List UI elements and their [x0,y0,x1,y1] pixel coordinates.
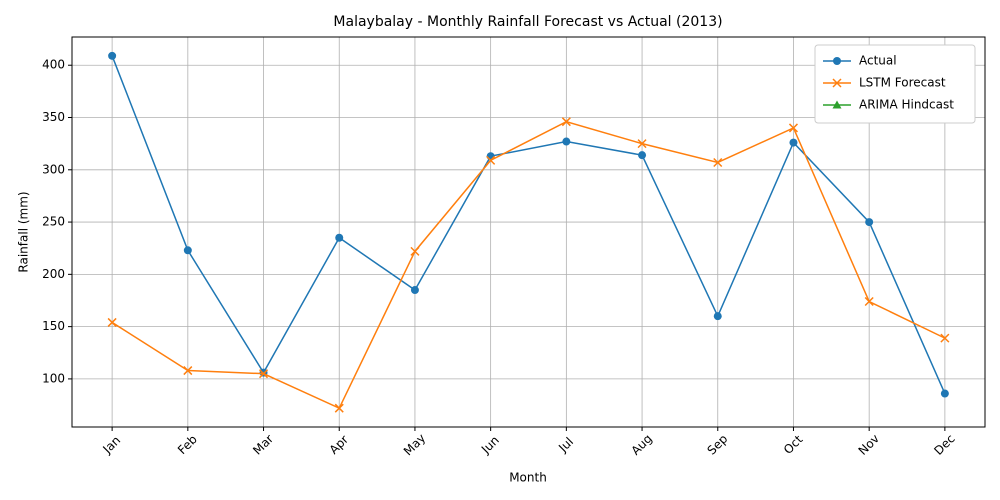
chart-title: Malaybalay - Monthly Rainfall Forecast v… [333,14,722,30]
x-tick-label: Jan [100,433,124,457]
series-line [111,120,946,410]
point [183,366,193,376]
point [940,389,949,398]
point [713,312,722,321]
y-tick-label: 400 [42,58,65,72]
y-tick-label: 350 [42,110,65,124]
legend-label: ARIMA Hindcast [859,98,954,112]
plot-frame [71,36,986,428]
y-tick-label: 250 [42,215,65,229]
point [410,246,420,256]
x-tick-label: May [401,431,428,458]
point [108,51,117,60]
legend-marker [832,100,842,109]
x-tick-label: Oct [781,432,806,457]
point [107,317,117,327]
x-tick-label: Sep [704,432,730,458]
point [259,369,269,379]
point [637,139,647,149]
x-tick-label: Aug [628,431,654,457]
x-axis-label: Month [509,471,547,485]
legend-label: LSTM Forecast [859,76,946,90]
point [713,157,723,167]
point [562,137,571,146]
x-tick-label: Apr [327,432,352,457]
point [486,155,496,165]
x-tick-label: Mar [250,432,276,458]
legend-label: Actual [859,54,897,68]
y-tick-label: 150 [42,319,65,333]
x-tick-label: Nov [856,431,882,457]
legend-box [814,44,976,124]
x-tick-label: Jun [478,433,502,457]
point [788,123,798,133]
point [410,286,419,295]
point [940,333,950,343]
point [334,403,344,413]
y-tick-label: 300 [42,162,65,176]
point [638,151,647,160]
y-axis-label: Rainfall (mm) [17,191,31,272]
point [561,117,571,127]
legend-marker [832,78,842,88]
y-tick-label: 100 [42,371,65,385]
x-tick-label: Feb [175,432,200,457]
point [335,233,344,242]
legend-marker [833,57,841,65]
y-tick-label: 200 [42,267,65,281]
x-tick-label: Dec [931,431,957,457]
point [789,138,798,147]
point [864,297,874,307]
point [865,218,874,227]
x-tick-label: Jul [555,435,576,456]
point [183,246,192,255]
